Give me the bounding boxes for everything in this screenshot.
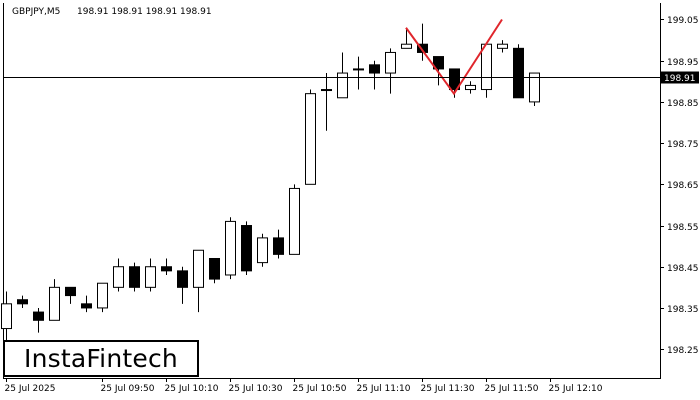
symbol-label: GBPJPY,M5 [12, 7, 60, 17]
candle [65, 286, 76, 304]
candle [417, 23, 428, 61]
price-tick-label: 198.85 [667, 99, 699, 109]
bear-candle-body [17, 299, 28, 305]
pattern-overlay [405, 18, 503, 96]
bear-candle-body [161, 266, 172, 272]
candle [161, 258, 172, 275]
candle [145, 258, 156, 292]
candle [177, 266, 188, 304]
price-tick-label: 199.05 [667, 16, 699, 26]
time-tick-label: 25 Jul 2025 [5, 384, 56, 394]
candle [401, 27, 412, 49]
bull-candle-body [225, 220, 236, 276]
candle [529, 72, 540, 107]
candle [209, 257, 220, 284]
candle [305, 89, 316, 185]
bear-candle-body [433, 56, 444, 70]
price-tick-label: 198.55 [667, 223, 699, 233]
candle [193, 249, 204, 313]
candle [1, 291, 12, 346]
bear-candle-body [369, 64, 380, 74]
bear-candle-body [129, 266, 140, 288]
double-top-pattern-line [405, 18, 503, 96]
price-axis: 199.05 198.95 198.85 198.75 198.65 198.55 198.… [660, 16, 699, 356]
bull-candle-body [257, 237, 268, 264]
candle [33, 307, 44, 333]
candle [97, 282, 108, 313]
candle [337, 52, 348, 99]
bear-candle-body [81, 303, 92, 309]
bull-candle-body [497, 43, 508, 49]
bull-candle-body [289, 187, 300, 255]
time-tick-label: 25 Jul 10:30 [229, 384, 283, 394]
bull-candle-body [321, 89, 332, 92]
bull-candle-body [145, 266, 156, 288]
time-axis: 25 Jul 2025 25 Jul 09:50 25 Jul 10:10 25 Ju… [5, 378, 603, 394]
candle [49, 279, 60, 321]
bull-candle-body [401, 43, 412, 49]
candle [129, 262, 140, 292]
price-tick-label: 198.25 [667, 346, 699, 356]
bear-candle-body [417, 43, 428, 53]
time-tick-label: 25 Jul 11:10 [357, 384, 411, 394]
candle [369, 60, 380, 90]
current-price-label: 198.91 [664, 74, 696, 84]
instafintech-logo: InstaFintech [3, 340, 199, 377]
bear-candle-body [33, 311, 44, 321]
candles [1, 23, 540, 346]
bull-candle-body [97, 282, 108, 309]
price-tick-label: 198.35 [667, 305, 699, 315]
candle [257, 233, 268, 267]
bull-candle-body [113, 266, 124, 288]
price-tick-label: 198.45 [667, 264, 699, 274]
bear-candle-body [65, 286, 76, 297]
candle [273, 229, 284, 259]
time-tick-label: 25 Jul 11:50 [485, 384, 539, 394]
candle [385, 48, 396, 94]
current-price-line-group: 198.91 [4, 71, 699, 84]
candle [17, 295, 28, 308]
candle [225, 217, 236, 280]
bear-candle-body [241, 225, 252, 272]
candle [289, 184, 300, 255]
bull-candle-body [193, 249, 204, 288]
time-tick-label: 25 Jul 10:10 [165, 384, 219, 394]
candle [81, 295, 92, 313]
price-tick-label: 198.65 [667, 181, 699, 191]
candle [321, 73, 332, 131]
bull-candle-body [49, 286, 60, 321]
candle [241, 221, 252, 275]
time-tick-label: 25 Jul 09:50 [101, 384, 155, 394]
price-tick-label: 198.75 [667, 140, 699, 150]
bull-candle-body [529, 72, 540, 103]
bear-candle-body [513, 47, 524, 99]
bear-candle-body [209, 257, 220, 280]
bear-candle-body [449, 68, 460, 91]
logo-text: InstaFintech [24, 344, 178, 373]
bear-candle-body [273, 237, 284, 255]
price-tick-label: 198.95 [667, 58, 699, 68]
bull-candle-body [1, 303, 12, 330]
bull-candle-body [305, 93, 316, 185]
bull-candle-body [465, 84, 476, 91]
time-tick-label: 25 Jul 12:10 [549, 384, 603, 394]
candle [353, 56, 364, 90]
bear-candle-body [177, 270, 188, 288]
candle [497, 40, 508, 53]
current-price-tag [661, 71, 699, 84]
candle [113, 258, 124, 292]
bull-candle-body [481, 43, 492, 91]
time-tick-label: 25 Jul 10:50 [293, 384, 347, 394]
bull-candle-body [353, 68, 364, 71]
candle [513, 44, 524, 99]
time-tick-label: 25 Jul 11:30 [421, 384, 475, 394]
ohlc-readout: 198.91 198.91 198.91 198.91 [77, 7, 212, 17]
bull-candle-body [385, 51, 396, 74]
bull-candle-body [337, 72, 348, 99]
candle [481, 43, 492, 98]
candle [465, 81, 476, 94]
